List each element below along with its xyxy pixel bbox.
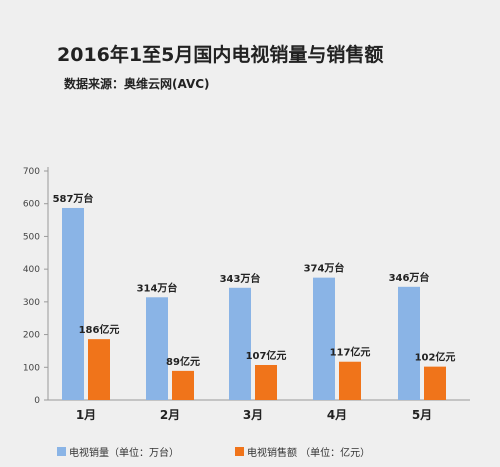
data-label: 117亿元 [330, 346, 371, 359]
bar-sales-revenue [88, 339, 110, 400]
data-label: 374万台 [304, 262, 345, 275]
y-tick-label: 400 [23, 265, 40, 275]
legend-label-sales-volume: 电视销量（单位：万台） [69, 448, 179, 459]
data-label: 346万台 [389, 271, 430, 284]
bar-sales-revenue [255, 364, 277, 400]
x-tick-label: 5月 [412, 408, 432, 422]
bars-layer [62, 207, 446, 400]
data-label: 314万台 [137, 281, 178, 294]
chart-subtitle: 数据来源：奥维云网(AVC) [64, 77, 210, 91]
data-label: 343万台 [220, 272, 261, 285]
y-tick-label: 500 [23, 232, 40, 242]
legend-item-sales-volume: 电视销量（单位：万台） [57, 444, 179, 459]
x-tick-label: 1月 [76, 408, 96, 422]
y-tick-label: 100 [23, 363, 40, 373]
data-label: 102亿元 [415, 351, 456, 364]
y-tick-label: 300 [23, 298, 40, 308]
x-tick-label: 3月 [243, 408, 263, 422]
chart-title: 2016年1至5月国内电视销量与销售额 [57, 44, 384, 66]
y-tick-label: 600 [23, 200, 40, 210]
bar-sales-volume [146, 297, 168, 400]
legend-item-sales-revenue: 电视销售额 （单位：亿元） [235, 444, 370, 459]
data-label: 587万台 [53, 192, 94, 205]
bar-sales-volume [62, 207, 84, 400]
y-tick-label: 700 [23, 167, 40, 177]
legend-swatch-sales-volume [57, 447, 66, 456]
y-axis: 0 100 200 300 400 500 600 700 [23, 167, 49, 406]
data-label: 186亿元 [79, 323, 120, 336]
data-label: 89亿元 [166, 355, 200, 368]
y-tick-label: 0 [34, 396, 40, 406]
x-tick-label: 4月 [327, 408, 347, 422]
data-labels-layer: 587万台 314万台 343万台 374万台 346万台 186亿元 89亿元 107亿元 1… [53, 192, 456, 368]
legend-swatch-sales-revenue [235, 447, 244, 456]
bar-sales-revenue [172, 370, 194, 400]
x-axis: 1月 2月 3月 4月 5月 [48, 399, 470, 422]
legend-label-sales-revenue: 电视销售额 （单位：亿元） [247, 448, 371, 459]
bar-sales-volume [229, 287, 251, 400]
bar-sales-volume [398, 286, 420, 400]
data-label: 107亿元 [246, 349, 287, 362]
bar-sales-revenue [339, 361, 361, 400]
bar-sales-volume [313, 277, 335, 400]
x-tick-label: 2月 [160, 408, 180, 422]
bar-sales-revenue [424, 366, 446, 400]
y-tick-label: 200 [23, 331, 40, 341]
